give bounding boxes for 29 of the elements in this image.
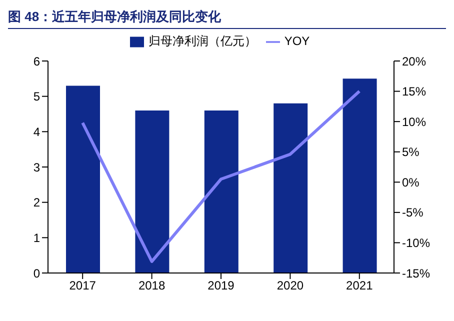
y-tick-label: 3	[33, 160, 40, 174]
legend-label: 归母净利润（亿元）	[148, 34, 256, 48]
bar	[135, 110, 170, 273]
y2-tick-label: -15%	[402, 266, 430, 280]
line-series	[81, 90, 361, 263]
bar	[204, 110, 238, 273]
bar	[274, 103, 308, 273]
x-tick-label: 2021	[346, 278, 374, 293]
y-tick-label: 1	[33, 230, 40, 245]
bar	[66, 86, 100, 273]
y-tick-label: 5	[33, 90, 40, 104]
bar	[342, 78, 377, 273]
chart-title: 图 48：近五年归母净利润及同比变化	[8, 8, 446, 29]
x-tick-label: 2018	[138, 278, 166, 293]
y2-tick-label: 20%	[402, 54, 426, 68]
y-tick-label: 0	[33, 266, 40, 280]
y2-tick-label: 10%	[402, 114, 426, 129]
y-tick-label: 2	[33, 196, 40, 210]
x-tick-label: 2019	[208, 278, 235, 293]
y-tick-label: 6	[33, 54, 40, 68]
y2-tick-label: -5%	[402, 206, 424, 220]
y2-tick-label: 5%	[402, 145, 420, 160]
x-tick-label: 2017	[69, 278, 96, 293]
y2-tick-label: 0%	[402, 175, 420, 190]
y-tick-label: 4	[33, 124, 40, 139]
y2-tick-label: -10%	[402, 236, 430, 250]
legend-label: YOY	[284, 34, 310, 48]
x-tick-label: 2020	[276, 278, 304, 293]
y2-tick-label: 15%	[402, 84, 426, 99]
